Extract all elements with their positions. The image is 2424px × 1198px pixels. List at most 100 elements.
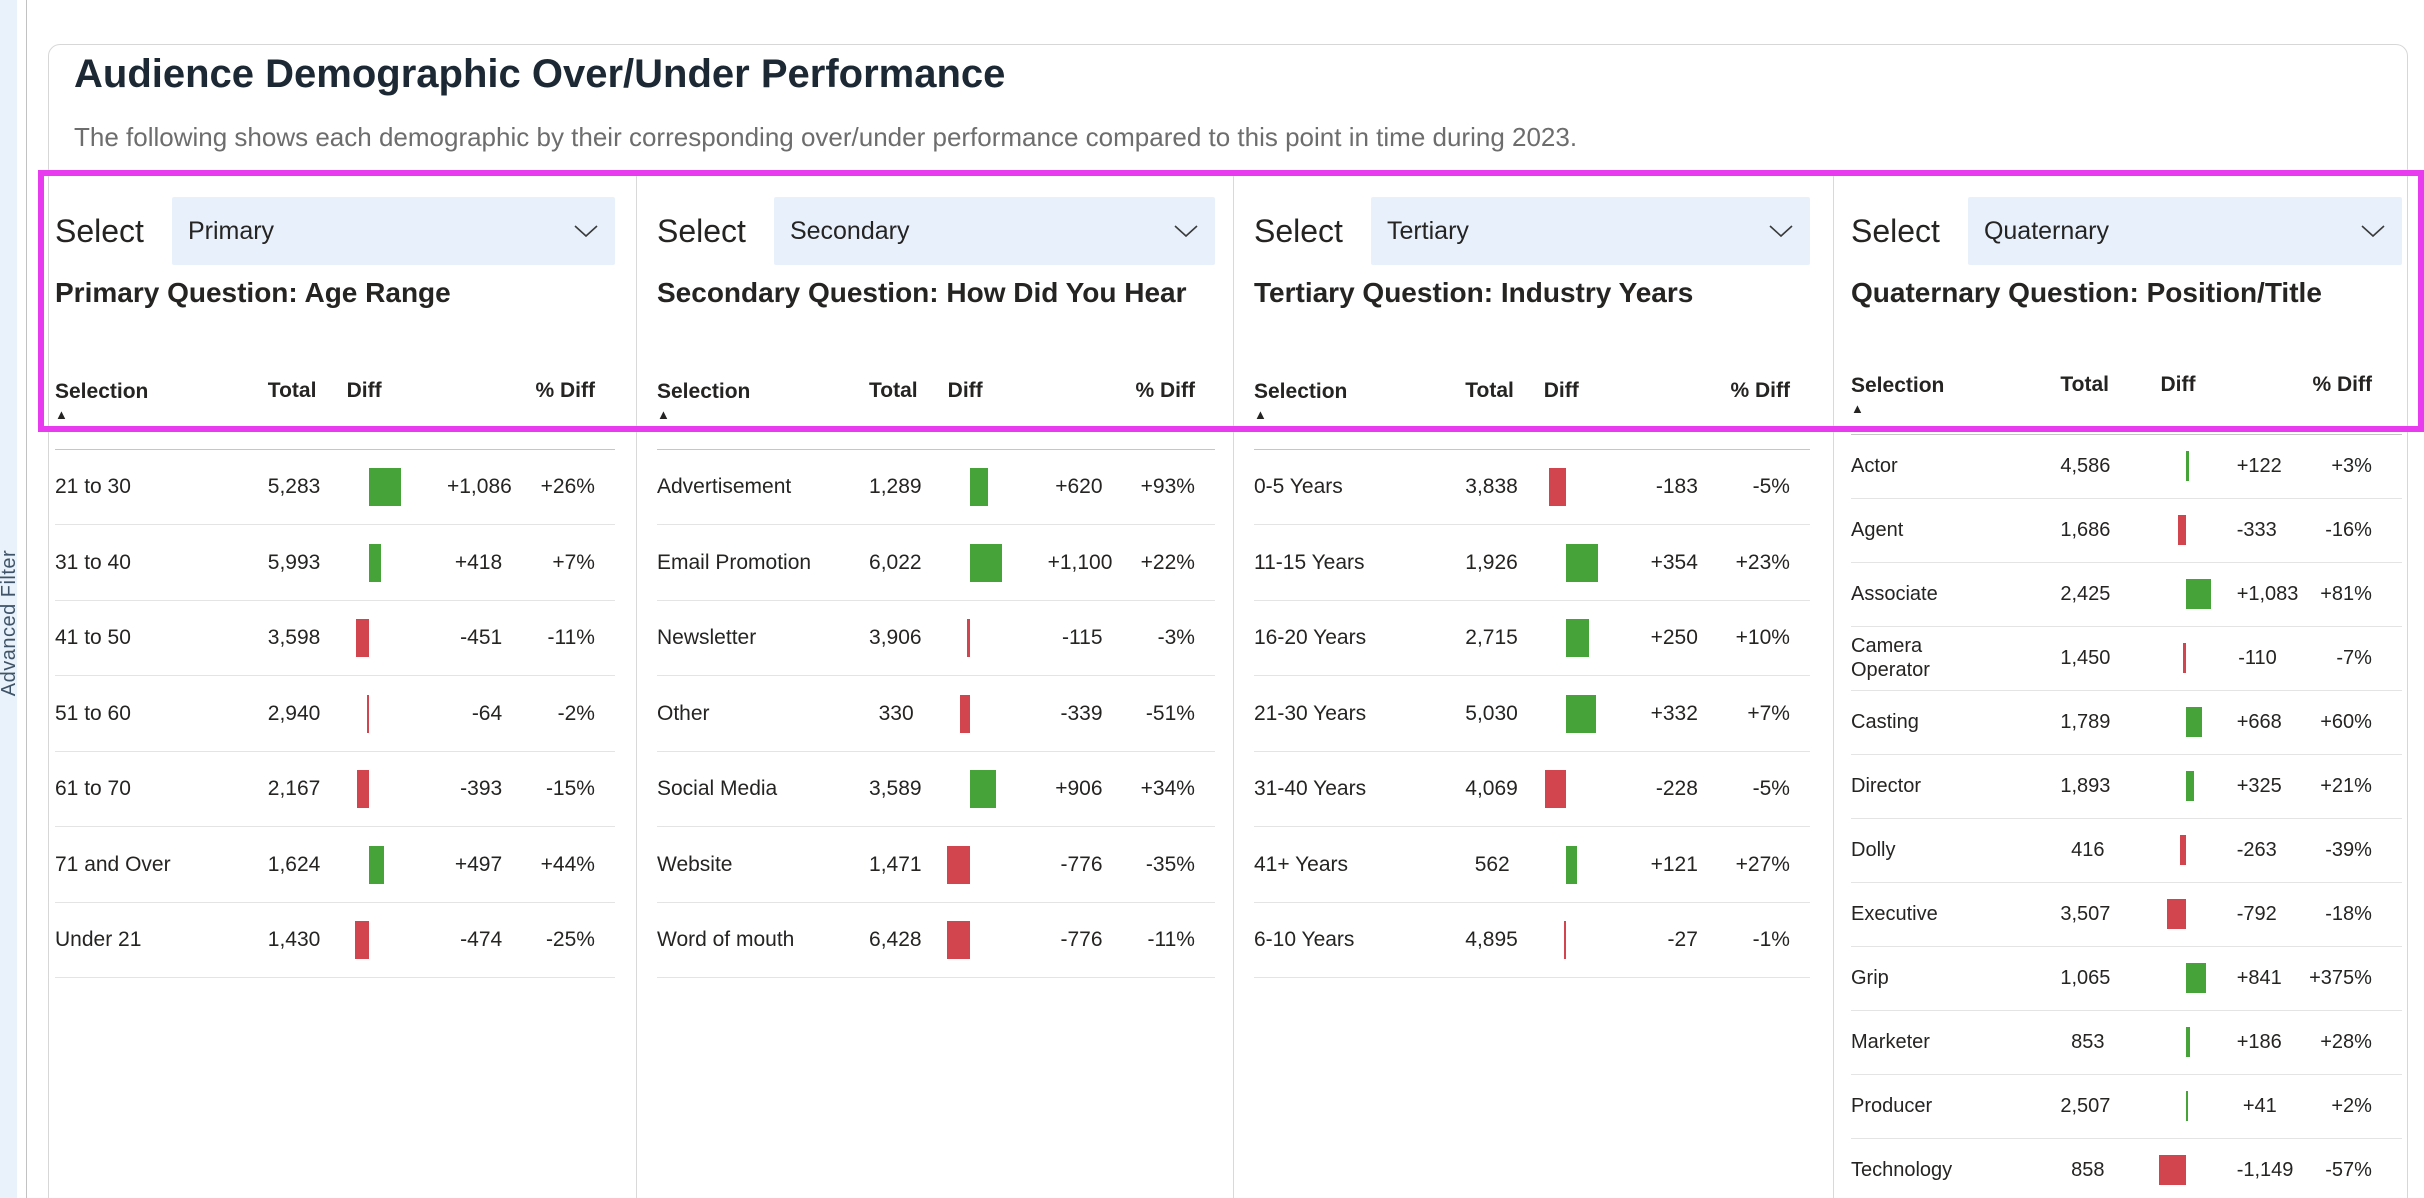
diff-bar	[969, 543, 1002, 582]
row-total-value: 6,428	[869, 928, 922, 952]
select-label: Select	[1851, 212, 1940, 249]
table-row[interactable]: Agent 1,686 -333 -16%	[1851, 499, 2402, 563]
table-row[interactable]: Marketer 853 +186 +28%	[1851, 1011, 2402, 1075]
row-selection-label: Actor	[1851, 455, 1898, 478]
row-diff-bar-cell	[1510, 676, 1643, 751]
header-total[interactable]: Total	[2060, 373, 2109, 396]
table-row[interactable]: 11-15 Years 1,926 +354 +23%	[1254, 525, 1810, 601]
table-row[interactable]: Advertisement 1,289 +620 +93%	[657, 450, 1215, 526]
row-selection-label: Under 21	[55, 928, 142, 952]
table-row[interactable]: Executive 3,507 -792 -18%	[1851, 883, 2402, 947]
row-total-value: 5,993	[267, 550, 321, 574]
row-diff-value: -115	[1062, 626, 1103, 650]
row-total-value: 1,789	[2060, 710, 2111, 733]
table-row[interactable]: Producer 2,507 +41 +2%	[1851, 1075, 2402, 1139]
header-pct-diff[interactable]: % Diff	[1730, 379, 1790, 402]
header-diff[interactable]: Diff	[947, 379, 983, 402]
advanced-filter-tab[interactable]: Advanced Filter	[0, 0, 20, 1198]
header-total[interactable]: Total	[267, 379, 317, 402]
header-pct-diff[interactable]: % Diff	[1135, 379, 1195, 402]
table-row[interactable]: Dolly 416 -263 -39%	[1851, 819, 2402, 883]
table-row[interactable]: Technology 858 -1,149 -57%	[1851, 1139, 2402, 1198]
select-row: Select Secondary	[657, 196, 1215, 266]
table-row[interactable]: 51 to 60 2,940 -64 -2%	[55, 676, 615, 752]
diff-bar	[959, 694, 970, 733]
table-row[interactable]: Email Promotion 6,022 +1,100 +22%	[657, 525, 1215, 601]
question-dropdown[interactable]: Secondary	[773, 197, 1215, 265]
row-diff-bar-cell	[2104, 627, 2236, 690]
table-row[interactable]: Actor 4,586 +122 +3%	[1851, 435, 2402, 499]
diff-bar	[2186, 451, 2190, 482]
column-divider	[636, 176, 637, 1198]
diff-bar	[966, 619, 970, 658]
table-row[interactable]: Word of mouth 6,428 -776 -11%	[657, 903, 1215, 979]
header-diff[interactable]: Diff	[2160, 373, 2196, 396]
table-row[interactable]: Other 330 -339 -51%	[657, 676, 1215, 752]
table-row[interactable]: 31-40 Years 4,069 -228 -5%	[1254, 752, 1810, 828]
header-selection[interactable]: Selection ▲	[657, 379, 869, 423]
table-row[interactable]: 41+ Years 562 +121 +27%	[1254, 827, 1810, 903]
row-total-value: 330	[878, 701, 914, 725]
row-pct-diff-value: +22%	[1140, 550, 1195, 574]
table-row[interactable]: Under 21 1,430 -474 -25%	[55, 903, 615, 979]
row-pct-diff-value: -39%	[2325, 838, 2372, 861]
table-row[interactable]: Associate 2,425 +1,083 +81%	[1851, 563, 2402, 627]
row-pct-diff-value: -35%	[1145, 852, 1195, 876]
table-row[interactable]: Social Media 3,589 +906 +34%	[657, 752, 1215, 828]
header-selection[interactable]: Selection ▲	[1851, 373, 1989, 417]
row-diff-bar-cell	[2104, 883, 2236, 946]
diff-bar	[356, 619, 370, 658]
header-total[interactable]: Total	[1465, 379, 1514, 402]
table-row[interactable]: 21 to 30 5,283 +1,086 +26%	[55, 450, 615, 526]
row-selection-label: Website	[657, 852, 733, 876]
row-pct-diff-value: -11%	[1147, 928, 1195, 952]
header-pct-diff[interactable]: % Diff	[535, 379, 595, 402]
table-row[interactable]: 0-5 Years 3,838 -183 -5%	[1254, 450, 1810, 526]
table-row[interactable]: 16-20 Years 2,715 +250 +10%	[1254, 601, 1810, 677]
row-diff-bar-cell	[313, 827, 447, 902]
header-total[interactable]: Total	[869, 379, 918, 402]
row-total-value: 858	[2071, 1158, 2105, 1181]
row-pct-diff-value: -5%	[1752, 777, 1790, 801]
table-row[interactable]: Grip 1,065 +841 +375%	[1851, 947, 2402, 1011]
question-dropdown[interactable]: Primary	[171, 197, 615, 265]
row-diff-value: -474	[460, 928, 503, 952]
table-row[interactable]: Director 1,893 +325 +21%	[1851, 755, 2402, 819]
header-selection[interactable]: Selection ▲	[1254, 379, 1465, 423]
diff-bar	[1565, 694, 1596, 733]
diff-bar	[369, 468, 402, 507]
header-selection[interactable]: Selection ▲	[55, 379, 268, 423]
question-title: Tertiary Question: Industry Years	[1254, 277, 1694, 308]
header-diff[interactable]: Diff	[1543, 379, 1579, 402]
table-row[interactable]: 6-10 Years 4,895 -27 -1%	[1254, 903, 1810, 979]
table-row[interactable]: 21-30 Years 5,030 +332 +7%	[1254, 676, 1810, 752]
table-row[interactable]: Casting 1,789 +668 +60%	[1851, 691, 2402, 755]
table-row[interactable]: 31 to 40 5,993 +418 +7%	[55, 525, 615, 601]
question-dropdown[interactable]: Quaternary	[1967, 197, 2402, 265]
advanced-filter-label: Advanced Filter	[0, 549, 20, 697]
table-row[interactable]: Newsletter 3,906 -115 -3%	[657, 601, 1215, 677]
row-diff-value: -64	[471, 701, 503, 725]
header-pct-diff[interactable]: % Diff	[2312, 373, 2372, 396]
question-dropdown[interactable]: Tertiary	[1370, 197, 1810, 265]
row-total-value: 1,065	[2060, 966, 2111, 989]
row-diff-bar-cell	[2104, 691, 2236, 754]
table-row[interactable]: 41 to 50 3,598 -451 -11%	[55, 601, 615, 677]
row-diff-bar-cell	[2104, 947, 2236, 1010]
select-row: Select Primary	[55, 196, 615, 266]
row-diff-bar-cell	[2104, 1011, 2236, 1074]
row-pct-diff-value: -5%	[1752, 475, 1790, 499]
row-selection-label: Other	[657, 701, 710, 725]
row-diff-bar-cell	[914, 601, 1048, 676]
diff-bar	[1544, 770, 1566, 809]
row-selection-label: 31-40 Years	[1254, 777, 1367, 801]
table-row[interactable]: Camera Operator 1,450 -110 -7%	[1851, 627, 2402, 691]
row-diff-value: +325	[2236, 774, 2282, 797]
diff-bar	[357, 770, 370, 809]
table-row[interactable]: Website 1,471 -776 -35%	[657, 827, 1215, 903]
table-row[interactable]: 71 and Over 1,624 +497 +44%	[55, 827, 615, 903]
table-row[interactable]: 61 to 70 2,167 -393 -15%	[55, 752, 615, 828]
header-diff[interactable]: Diff	[346, 379, 382, 402]
row-total-value: 2,167	[267, 777, 321, 801]
row-pct-diff-value: +60%	[2320, 710, 2372, 733]
